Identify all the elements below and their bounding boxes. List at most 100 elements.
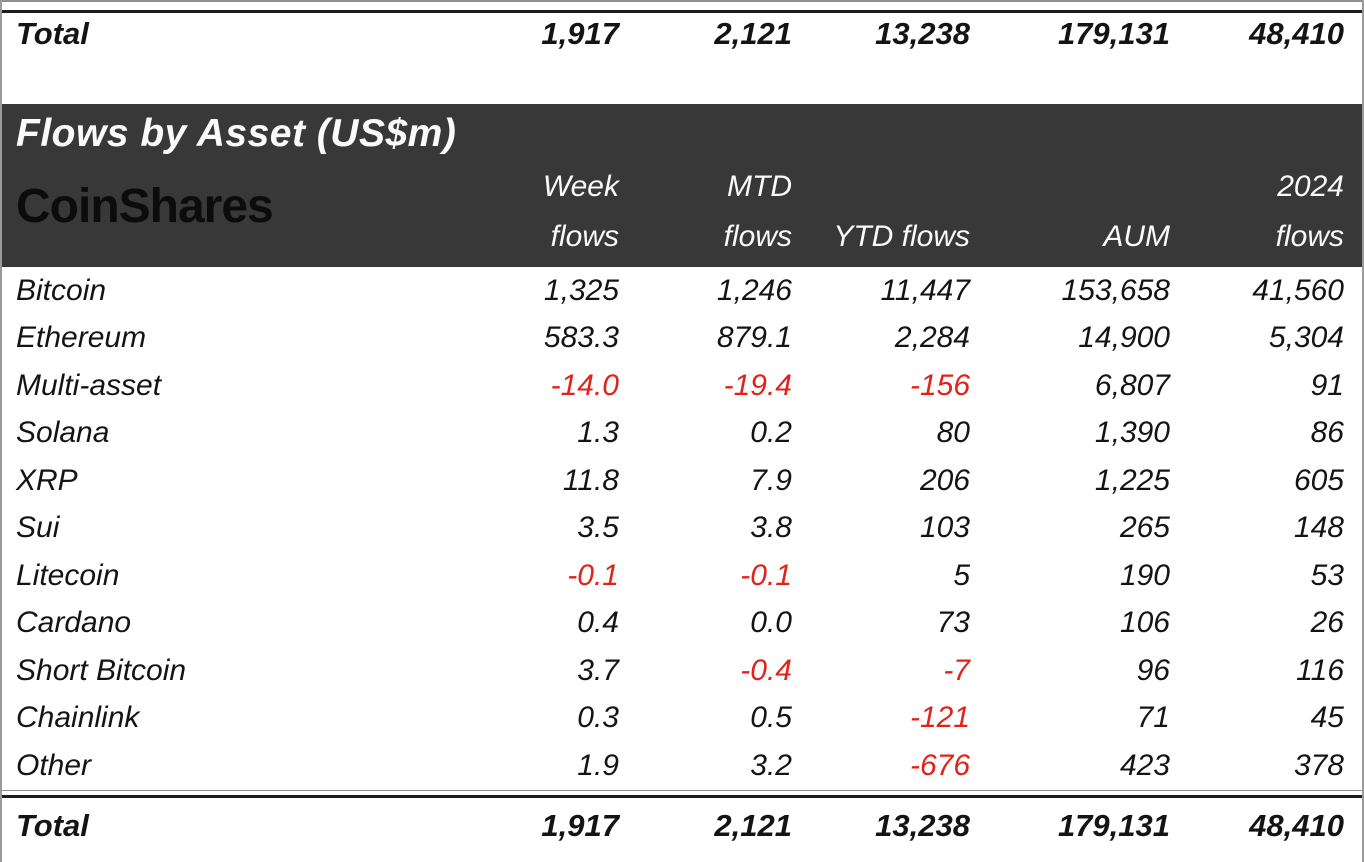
column-header-line: flows: [723, 220, 792, 253]
value-cell: 3.8: [750, 511, 792, 545]
value-cell: 96: [1136, 653, 1170, 687]
value-cell: -14.0: [550, 368, 619, 402]
value-cell: 45: [1310, 701, 1344, 735]
column-header-2024-flows: 2024 flows: [1170, 161, 1362, 267]
coinshares-logo: CoinShares: [16, 180, 274, 233]
value-cell: 26: [1310, 606, 1344, 640]
top-total-mtd-flows: 2,121: [714, 16, 792, 51]
asset-row: Cardano 0.4 0.0 73 106 26: [2, 600, 1362, 648]
value-cell: -121: [909, 701, 970, 735]
asset-name: Solana: [16, 416, 110, 450]
section-gap: [2, 55, 1362, 104]
bottom-total-2024-flows: 48,410: [1249, 807, 1344, 843]
value-cell: 879.1: [716, 321, 792, 355]
total-divider-rule: [2, 789, 1362, 798]
value-cell: -156: [909, 368, 970, 402]
value-cell: -0.1: [740, 558, 792, 592]
value-cell: -0.1: [567, 558, 619, 592]
value-cell: 605: [1293, 463, 1344, 497]
column-header-line: 2024: [1277, 170, 1344, 203]
asset-name: Multi-asset: [16, 368, 162, 402]
value-cell: 3.5: [577, 511, 619, 545]
bottom-total-row: Total 1,917 2,121 13,238 179,131 48,410: [2, 798, 1362, 854]
column-header-line: [792, 162, 970, 212]
top-total-2024-flows: 48,410: [1249, 16, 1344, 51]
value-cell: 73: [936, 606, 970, 640]
value-cell: 0.5: [750, 701, 792, 735]
table-body: Bitcoin 1,325 1,246 11,447 153,658 41,560 Ethe…: [2, 267, 1362, 790]
bottom-total-ytd-flows: 13,238: [875, 807, 970, 843]
value-cell: -19.4: [723, 368, 792, 402]
column-header-week-flows: Week flows: [402, 161, 619, 267]
value-cell: 0.3: [577, 701, 619, 735]
value-cell: 116: [1296, 653, 1344, 687]
column-header-line: AUM: [1103, 220, 1170, 253]
column-header-line: MTD: [727, 170, 792, 203]
column-header-mtd-flows: MTD flows: [619, 161, 792, 267]
asset-row: Ethereum 583.3 879.1 2,284 14,900 5,304: [2, 315, 1362, 363]
asset-row: Sui 3.5 3.8 103 265 148: [2, 505, 1362, 553]
top-border-rule: [2, 0, 1362, 13]
value-cell: 206: [919, 463, 970, 497]
value-cell: 583.3: [543, 321, 619, 355]
value-cell: 3.2: [750, 748, 792, 782]
asset-row: Multi-asset -14.0 -19.4 -156 6,807 91: [2, 362, 1362, 410]
table-header-band: Flows by Asset (US$m) CoinShares Week fl…: [2, 104, 1362, 267]
asset-row: Other 1.9 3.2 -676 423 378: [2, 742, 1362, 790]
asset-name: Chainlink: [16, 701, 140, 735]
asset-name: XRP: [16, 463, 78, 497]
column-header-line: Week: [542, 170, 619, 203]
value-cell: 0.0: [750, 606, 792, 640]
top-total-label: Total: [16, 16, 89, 51]
asset-name: Ethereum: [16, 321, 147, 355]
value-cell: 6,807: [1094, 368, 1170, 402]
value-cell: 2,284: [894, 321, 970, 355]
column-header-row: CoinShares Week flows MTD flows YTD flow…: [2, 161, 1362, 267]
value-cell: 5,304: [1268, 321, 1344, 355]
asset-name: Other: [16, 748, 92, 782]
value-cell: 71: [1136, 701, 1170, 735]
value-cell: 148: [1293, 511, 1344, 545]
asset-row: XRP 11.8 7.9 206 1,225 605: [2, 457, 1362, 505]
table-title: Flows by Asset (US$m): [16, 112, 457, 155]
bottom-total-label: Total: [16, 807, 89, 843]
value-cell: 1.3: [577, 416, 619, 450]
value-cell: 41,560: [1252, 273, 1344, 307]
value-cell: 153,658: [1061, 273, 1170, 307]
column-header-line: [970, 162, 1170, 212]
asset-row: Short Bitcoin 3.7 -0.4 -7 96 116: [2, 647, 1362, 695]
column-header-line: flows: [550, 220, 619, 253]
value-cell: 80: [936, 416, 970, 450]
column-header-aum: AUM: [970, 161, 1170, 267]
asset-name: Bitcoin: [16, 273, 107, 307]
top-total-ytd-flows: 13,238: [875, 16, 970, 51]
top-total-row: Total 1,917 2,121 13,238 179,131 48,410: [2, 13, 1362, 55]
value-cell: 0.4: [577, 606, 619, 640]
value-cell: -7: [943, 653, 970, 687]
asset-row: Chainlink 0.3 0.5 -121 71 45: [2, 695, 1362, 743]
value-cell: 423: [1119, 748, 1170, 782]
top-total-aum: 179,131: [1057, 16, 1170, 51]
value-cell: -676: [909, 748, 970, 782]
value-cell: 0.2: [750, 416, 792, 450]
column-header-line: flows: [1275, 220, 1344, 253]
asset-name: Litecoin: [16, 558, 120, 592]
value-cell: 1,390: [1094, 416, 1170, 450]
bottom-total-aum: 179,131: [1057, 807, 1170, 843]
value-cell: 3.7: [577, 653, 619, 687]
top-border-rule-inner: [2, 10, 1362, 13]
value-cell: 1,325: [543, 273, 619, 307]
value-cell: 91: [1310, 368, 1344, 402]
asset-row: Litecoin -0.1 -0.1 5 190 53: [2, 552, 1362, 600]
value-cell: 7.9: [750, 463, 792, 497]
bottom-total-week-flows: 1,917: [541, 807, 619, 843]
value-cell: 1,225: [1094, 463, 1170, 497]
value-cell: 53: [1310, 558, 1344, 592]
bottom-total-mtd-flows: 2,121: [714, 807, 792, 843]
value-cell: 14,900: [1078, 321, 1170, 355]
value-cell: 265: [1119, 511, 1170, 545]
total-divider-rule-inner: [2, 794, 1362, 798]
value-cell: 103: [919, 511, 970, 545]
asset-name: Short Bitcoin: [16, 653, 187, 687]
